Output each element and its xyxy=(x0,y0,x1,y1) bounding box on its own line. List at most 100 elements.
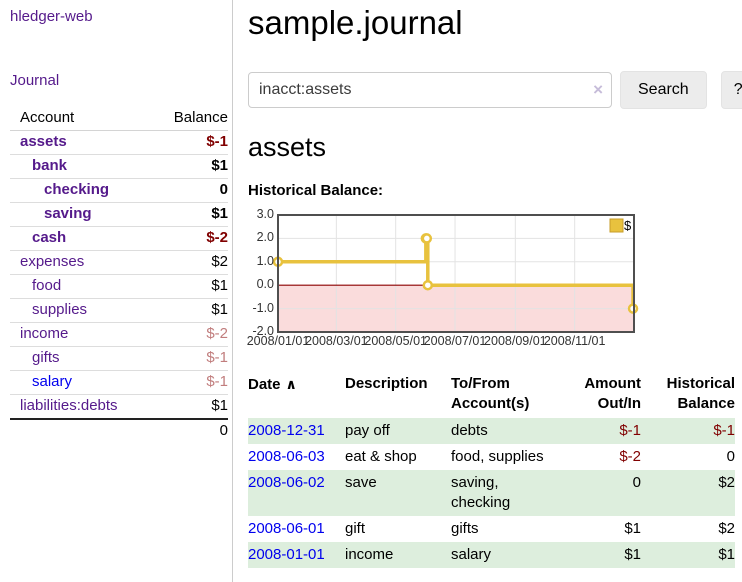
account-row: supplies $1 xyxy=(10,298,228,323)
x-axis-tick: 2008/03/01 xyxy=(305,334,368,348)
search-form: × Search ? xyxy=(248,71,742,109)
tx-header-date[interactable]: Date ∧ xyxy=(248,376,297,393)
account-row: assets $-1 xyxy=(10,130,228,155)
main-content: sample.journal × Search ? assets Histori… xyxy=(233,0,742,582)
tx-balance: 0 xyxy=(726,448,735,465)
y-axis-tick: 1.0 xyxy=(256,253,274,268)
y-axis-tick: -1.0 xyxy=(252,300,274,315)
accounts-total: 0 xyxy=(154,418,228,443)
search-input[interactable] xyxy=(248,72,612,108)
account-row: saving $1 xyxy=(10,202,228,227)
tx-date-link[interactable]: 2008-06-02 xyxy=(248,474,325,491)
account-heading: assets xyxy=(248,132,327,162)
tx-amount: $-2 xyxy=(619,448,641,465)
account-link-checking[interactable]: checking xyxy=(44,181,110,198)
account-link-saving[interactable]: saving xyxy=(44,205,92,222)
search-button[interactable]: Search xyxy=(620,71,707,109)
account-row: cash $-2 xyxy=(10,226,228,251)
account-balance: 0 xyxy=(154,178,228,203)
x-axis-tick: 2008/01/01 xyxy=(246,334,310,348)
accounts-total-row: 0 xyxy=(10,418,228,443)
help-button[interactable]: ? xyxy=(720,71,742,109)
tx-balance: $-1 xyxy=(713,422,735,439)
y-axis-tick: -2.0 xyxy=(252,324,274,338)
tx-balance: $2 xyxy=(718,520,735,537)
account-row: checking 0 xyxy=(10,178,228,203)
account-link-assets[interactable]: assets xyxy=(20,133,67,150)
account-balance: $-1 xyxy=(154,370,228,395)
historical-balance-chart: $3.0 2.0 1.0 0.0 -1.0 -2.0 2008/01/01 2008/03/0… xyxy=(247,206,742,354)
account-row: salary $-1 xyxy=(10,370,228,395)
chart-title: Historical Balance: xyxy=(248,182,384,199)
account-row: income $-2 xyxy=(10,322,228,347)
tx-description: income xyxy=(345,546,394,563)
account-row: bank $1 xyxy=(10,154,228,179)
tx-description: pay off xyxy=(345,422,390,439)
account-balance: $-1 xyxy=(154,346,228,371)
tx-amount: $1 xyxy=(624,546,641,563)
accounts-header-balance: Balance xyxy=(154,106,228,131)
clear-search-icon[interactable]: × xyxy=(593,80,603,99)
tx-balance: $1 xyxy=(718,546,735,563)
tx-amount: 0 xyxy=(632,474,641,491)
account-balance: $1 xyxy=(154,202,228,227)
account-link-gifts[interactable]: gifts xyxy=(32,349,60,366)
account-row: food $1 xyxy=(10,274,228,299)
tx-description: gift xyxy=(345,520,366,537)
transactions-table: Date ∧ Description To/From Account(s) Amo… xyxy=(248,374,735,568)
account-balance: $1 xyxy=(154,274,228,299)
transaction-row: 2008-06-02 save saving, checking 0 $2 xyxy=(248,470,735,516)
account-balance: $1 xyxy=(154,394,228,420)
tx-header-description: Description xyxy=(345,375,428,392)
tx-accounts: debts xyxy=(451,422,488,439)
account-link-expenses[interactable]: expenses xyxy=(20,253,85,270)
tx-header-balance: Historical Balance xyxy=(666,375,735,412)
x-axis-tick: 2008/05/01 xyxy=(364,334,427,348)
x-axis-tick: 2008/09/01 xyxy=(484,334,547,348)
tx-accounts: saving, checking xyxy=(451,474,511,511)
account-balance: $-2 xyxy=(154,226,228,251)
tx-amount: $-1 xyxy=(619,422,641,439)
chart-legend-label: $ xyxy=(624,218,632,233)
account-link-bank[interactable]: bank xyxy=(32,157,68,174)
account-balance: $-1 xyxy=(154,130,228,155)
transaction-row: 2008-06-03 eat & shop food, supplies $-2… xyxy=(248,444,735,470)
account-link-income[interactable]: income xyxy=(20,325,69,342)
account-balance: $1 xyxy=(154,298,228,323)
tx-date-link[interactable]: 2008-06-01 xyxy=(248,520,325,537)
tx-date-link[interactable]: 2008-12-31 xyxy=(248,422,325,439)
brand-link[interactable]: hledger-web xyxy=(10,8,93,25)
tx-description: eat & shop xyxy=(345,448,417,465)
sort-ascending-icon: ∧ xyxy=(285,376,297,392)
tx-header-amount: Amount Out/In xyxy=(584,375,641,412)
tx-date-link[interactable]: 2008-01-01 xyxy=(248,546,325,563)
tx-accounts: food, supplies xyxy=(451,448,544,465)
sidebar: hledger-web Journal Account Balance asse… xyxy=(0,0,233,582)
account-link-food[interactable]: food xyxy=(32,277,62,294)
sidebar-item-journal[interactable]: Journal xyxy=(10,72,60,89)
account-link-salary[interactable]: salary xyxy=(32,373,73,390)
account-link-liabilities-debts[interactable]: liabilities:debts xyxy=(20,397,118,414)
account-balance: $2 xyxy=(154,250,228,275)
tx-accounts: gifts xyxy=(451,520,479,537)
transaction-row: 2008-06-01 gift gifts $1 $2 xyxy=(248,516,735,542)
accounts-header-account: Account xyxy=(10,106,155,131)
y-axis-tick: 2.0 xyxy=(256,230,274,245)
account-link-cash[interactable]: cash xyxy=(32,229,67,246)
accounts-table: Account Balance assets $-1 bank $1 check… xyxy=(10,106,228,443)
y-axis-tick: 0.0 xyxy=(256,277,274,292)
tx-amount: $1 xyxy=(624,520,641,537)
page-title: sample.journal xyxy=(248,4,463,41)
y-axis-tick: 3.0 xyxy=(256,207,274,221)
account-link-supplies[interactable]: supplies xyxy=(32,301,88,318)
account-balance: $1 xyxy=(154,154,228,179)
x-axis-tick: 2008/07/01 xyxy=(423,334,487,348)
tx-date-link[interactable]: 2008-06-03 xyxy=(248,448,325,465)
tx-header-accounts: To/From Account(s) xyxy=(451,375,530,412)
account-balance: $-2 xyxy=(154,322,228,347)
transaction-row: 2008-12-31 pay off debts $-1 $-1 xyxy=(248,418,735,444)
transaction-row: 2008-01-01 income salary $1 $1 xyxy=(248,542,735,568)
tx-balance: $2 xyxy=(718,474,735,491)
account-row: expenses $2 xyxy=(10,250,228,275)
